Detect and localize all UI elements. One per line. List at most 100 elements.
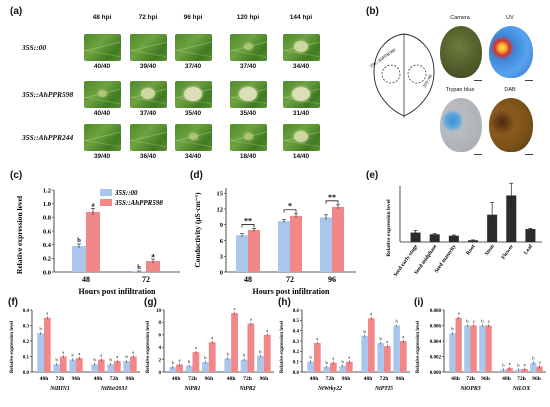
panel-label-g: (g) bbox=[144, 297, 157, 308]
bar bbox=[448, 235, 459, 242]
significance-letter: b bbox=[243, 353, 246, 358]
significance-letter: a bbox=[316, 336, 318, 341]
significance-letter: a bbox=[62, 349, 64, 354]
bar bbox=[323, 366, 330, 372]
bar bbox=[506, 195, 517, 242]
x-tick-label: 72h bbox=[517, 376, 527, 382]
significance-letter: a bbox=[234, 306, 236, 311]
significance-letter: b bbox=[188, 359, 191, 364]
y-tick-label: 0.002 bbox=[430, 355, 442, 360]
significance-letter: a bbox=[211, 335, 213, 340]
significance-letter: a bbox=[488, 318, 490, 323]
infection-score: 37/40 bbox=[139, 110, 157, 117]
significance-letter: a bbox=[100, 353, 102, 358]
significance-letter: a bbox=[370, 311, 372, 316]
significance-letter: b bbox=[502, 363, 505, 368]
leaf-photo bbox=[230, 81, 267, 108]
legend-swatch bbox=[100, 189, 112, 196]
x-tick-label: 96h bbox=[342, 376, 352, 382]
gene-group-label: NtLOX bbox=[512, 386, 531, 392]
infection-score: 14/40 bbox=[292, 153, 310, 160]
bar bbox=[314, 343, 321, 372]
y-axis-title: Relative expression level bbox=[10, 320, 15, 373]
gene-group-label: NtWrky22 bbox=[317, 386, 342, 392]
significance-letter: b bbox=[77, 237, 81, 244]
y-tick-label: 0.2 bbox=[43, 256, 51, 263]
chart-h-defense-genes: 0.0 0.1 0.2 0.3 0.4 0.5 0.6 Relative expression… bbox=[280, 309, 410, 392]
gene-group-label: NtPTI5 bbox=[374, 386, 393, 392]
significance-letter: b bbox=[72, 353, 75, 358]
significance-letter: a bbox=[524, 362, 526, 367]
bar bbox=[130, 356, 137, 372]
schematic-label-right: 35S::00 bbox=[422, 73, 434, 88]
gene-group-label: NtHsr203J bbox=[100, 386, 129, 392]
y-tick-label: 0.1 bbox=[23, 355, 30, 360]
panel-label-f: (f) bbox=[8, 297, 18, 308]
x-tick-label: 72h bbox=[110, 376, 120, 382]
significance-letter: b bbox=[227, 351, 230, 356]
bar bbox=[536, 366, 543, 372]
bar bbox=[384, 346, 391, 372]
bar bbox=[479, 325, 486, 372]
bar bbox=[339, 365, 346, 372]
genotype-row-label: 35S::AhPPR244 bbox=[22, 133, 74, 142]
leaf-photo bbox=[130, 124, 167, 151]
photo-caption-uv: UV bbox=[506, 15, 514, 21]
timepoint-header: 72 hpi bbox=[138, 14, 158, 21]
significance-letter: a bbox=[266, 328, 268, 333]
lesion-spot bbox=[294, 41, 308, 53]
x-tick-label: 48 bbox=[82, 275, 90, 284]
bar bbox=[377, 343, 384, 372]
significance-letter: b bbox=[396, 318, 399, 323]
significance-letter: b bbox=[451, 326, 454, 331]
lesion-spot bbox=[97, 90, 107, 98]
y-tick-label: 0.1 bbox=[293, 360, 300, 365]
bar bbox=[37, 333, 44, 372]
significance-letter: a bbox=[91, 201, 95, 208]
significance-letter: a bbox=[332, 356, 334, 361]
y-tick-label: 4 bbox=[159, 346, 162, 351]
genotype-row-label: 35S::00 bbox=[22, 43, 47, 52]
bar bbox=[86, 211, 100, 272]
y-axis-title: Conductivity (μS·cm⁻¹) bbox=[193, 192, 202, 268]
y-tick-label: 0.4 bbox=[23, 309, 30, 314]
significance-letter: a bbox=[116, 354, 118, 359]
bar bbox=[192, 352, 200, 372]
x-tick-label: Stem bbox=[484, 243, 496, 257]
bar bbox=[410, 232, 421, 242]
leaf-surface bbox=[130, 34, 167, 61]
significance-marker: * bbox=[288, 202, 292, 211]
y-tick-label: 10 bbox=[156, 309, 162, 314]
infection-score: 35/40 bbox=[184, 110, 202, 117]
timepoint-header: 120 hpi bbox=[236, 14, 260, 21]
x-axis-title: Hours post infiltration bbox=[79, 287, 156, 296]
bar bbox=[320, 217, 332, 272]
significance-letter: b bbox=[94, 357, 97, 362]
significance-letter: b bbox=[481, 318, 484, 323]
y-tick-label: 0 bbox=[220, 269, 223, 276]
significance-letter: b bbox=[204, 355, 207, 360]
panel-label-a: (a) bbox=[10, 6, 23, 17]
leaf-photo bbox=[283, 124, 320, 151]
timepoint-header: 144 hpi bbox=[289, 14, 313, 21]
bar bbox=[91, 364, 98, 372]
leaf-surface bbox=[130, 124, 167, 151]
bar bbox=[400, 341, 407, 372]
lesion-spot bbox=[292, 86, 310, 101]
bar bbox=[464, 325, 471, 372]
x-tick-label: Root bbox=[465, 244, 476, 257]
photo-caption-trypan-blue: Trypan blue bbox=[445, 87, 475, 93]
gene-group-label: NtPR1 bbox=[183, 386, 200, 392]
bar bbox=[176, 364, 183, 372]
significance-bracket bbox=[325, 200, 339, 204]
lesion-spot bbox=[239, 86, 257, 101]
y-tick-label: 3 bbox=[220, 254, 224, 261]
x-tick-label: 96h bbox=[481, 376, 491, 382]
y-tick-label: 0 bbox=[159, 371, 162, 376]
bar bbox=[224, 358, 232, 372]
panel-label-e: (e) bbox=[366, 170, 379, 181]
x-tick-label: 96h bbox=[532, 376, 542, 382]
x-tick-label: 48h bbox=[451, 376, 461, 382]
x-tick-label: 72h bbox=[326, 376, 336, 382]
bar bbox=[346, 361, 353, 372]
